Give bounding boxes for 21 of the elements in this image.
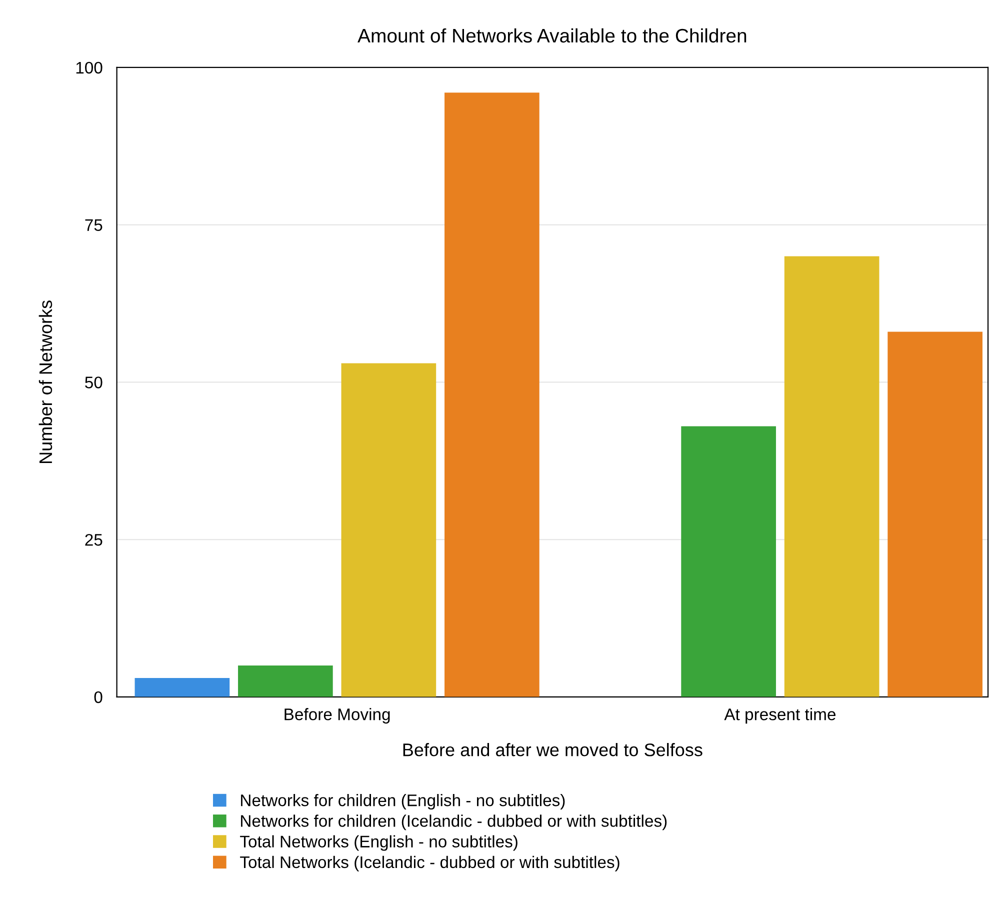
legend-label: Networks for children (Icelandic - dubbed or with subtitles) [241,814,667,830]
bar [238,665,333,697]
y-tick-label: 100 [76,62,102,74]
legend-label: Networks for children (English - no subtitles) [241,794,565,810]
x-axis-title: Before and after we moved to Selfoss [403,743,702,756]
y-tick-label: 0 [94,691,102,704]
bar [444,92,540,697]
bar [681,426,776,697]
y-tick-label: 75 [85,219,102,231]
bar [134,678,230,697]
bar [888,332,982,697]
y-tick-label: 50 [85,376,102,388]
chart-title: Amount of Networks Available to the Children [358,28,746,43]
y-axis-title: Number of Networks [38,300,52,463]
legend-label: Total Networks (Icelandic - dubbed or with subtitles) [240,856,620,872]
x-tick-label: At present time [724,708,836,724]
x-tick-label: Before Moving [284,708,390,724]
bar [341,363,436,697]
y-tick-label: 25 [85,534,102,546]
bar [784,256,880,697]
legend-label: Total Networks (English - no subtitles) [240,835,518,851]
